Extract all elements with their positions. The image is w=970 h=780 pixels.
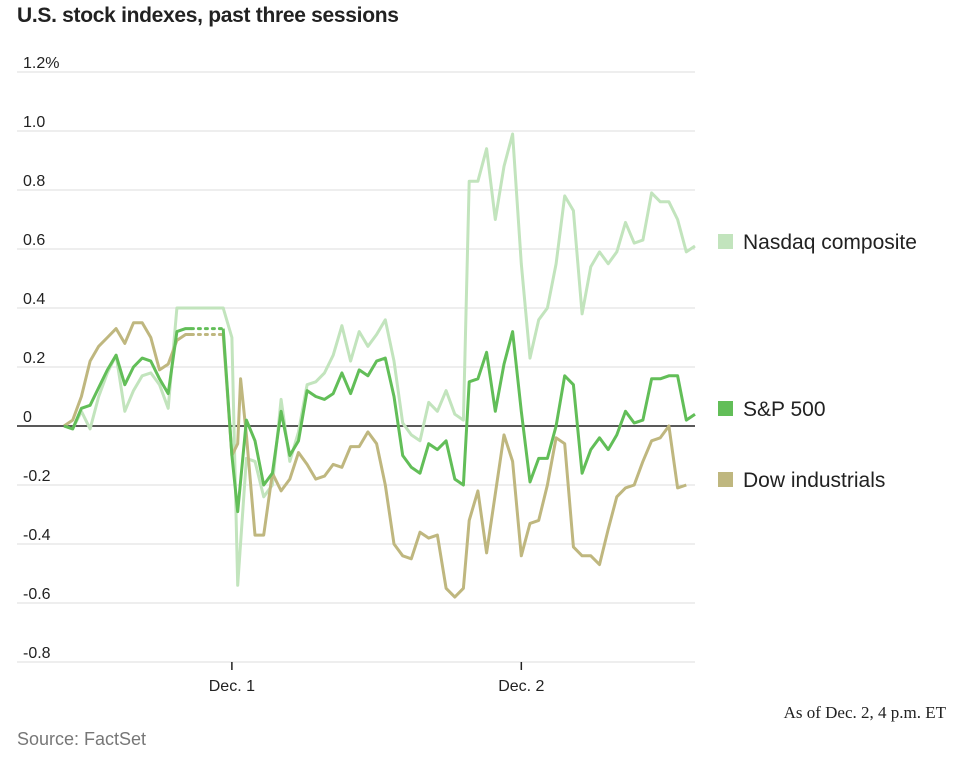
y-axis-ticks: 1.2% 1.0 0.8 0.6 0.4 0.2 0 -0.2 -0.4 -0.6 -0.8 — [23, 55, 59, 662]
y-tick-label: -0.2 — [23, 468, 51, 485]
series-s-p-500 — [63, 327, 696, 514]
x-tick-label: Dec. 2 — [498, 678, 544, 695]
legend-label: Dow industrials — [743, 469, 885, 492]
y-tick-label: 1.2% — [23, 55, 59, 72]
timestamp-note: As of Dec. 2, 4 p.m. ET — [783, 703, 946, 722]
source-note: Source: FactSet — [17, 729, 147, 749]
y-tick-label: 0 — [23, 409, 32, 426]
series-line — [221, 334, 687, 599]
chart-title: U.S. stock indexes, past three sessions — [17, 4, 399, 27]
series-lines — [63, 132, 696, 599]
x-axis-ticks: Dec. 1 Dec. 2 — [209, 662, 545, 695]
y-tick-label: 0.4 — [23, 291, 45, 308]
chart-plot: 1.2% 1.0 0.8 0.6 0.4 0.2 0 -0.2 -0.4 -0.6 -0.8 Dec… — [17, 55, 917, 695]
legend-swatch — [718, 234, 733, 249]
y-tick-label: 1.0 — [23, 114, 45, 131]
y-tick-label: 0.8 — [23, 173, 45, 190]
y-tick-label: 0.2 — [23, 350, 45, 367]
y-tick-label: -0.8 — [23, 645, 51, 662]
series-line — [221, 132, 696, 587]
y-tick-label: 0.6 — [23, 232, 45, 249]
legend-swatch — [718, 472, 733, 487]
series-line — [63, 327, 192, 431]
legend: Nasdaq composite S&P 500 Dow industrials — [718, 231, 917, 492]
series-line — [221, 328, 696, 514]
series-line — [63, 307, 179, 431]
legend-label: Nasdaq composite — [743, 231, 917, 254]
x-tick-label: Dec. 1 — [209, 678, 255, 695]
legend-swatch — [718, 401, 733, 416]
y-tick-label: -0.4 — [23, 527, 51, 544]
y-tick-label: -0.6 — [23, 586, 51, 603]
legend-label: S&P 500 — [743, 398, 826, 421]
gridlines — [17, 71, 695, 663]
